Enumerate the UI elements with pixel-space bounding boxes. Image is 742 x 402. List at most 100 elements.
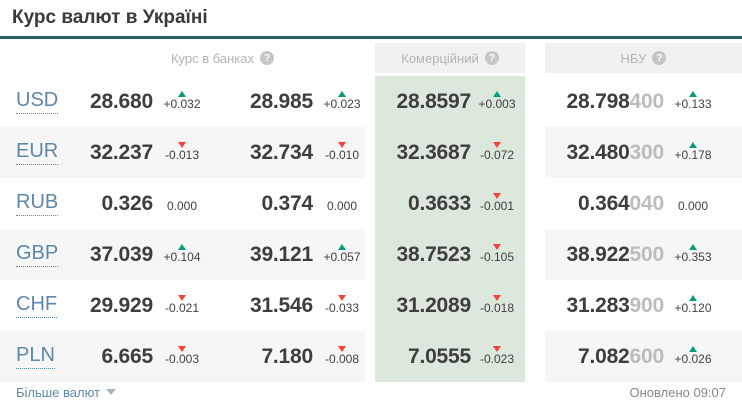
bank-buy-value: 29.929 [89,293,153,317]
bank-buy-delta-value: +0.032 [163,97,201,112]
bank-buy-cell: 0.326 0.000 [70,178,205,229]
nbu-delta-value: +0.026 [674,352,712,367]
commercial-delta: -0.001 [477,193,517,213]
nbu-value: 32.480300 [557,140,665,165]
bank-buy-cell: 37.039 +0.104 [70,229,205,280]
trend-arrow-icon [338,346,346,353]
nbu-delta-value: +0.178 [674,148,712,163]
table-row: EUR 32.237 -0.013 32.734 -0.010 32.3687 [0,127,742,178]
nbu-value-minor: 300 [629,140,665,164]
trend-arrow-icon [178,346,186,353]
header-banks-label: Курс в банках [170,50,255,66]
trend-arrow-icon [689,142,697,149]
bank-sell-cell: 31.546 -0.033 [205,280,365,331]
header-spacer [0,43,80,73]
title-divider [0,36,742,39]
bank-sell-delta: -0.033 [319,295,365,315]
nbu-value-minor: 900 [629,293,665,317]
trend-arrow-icon [689,91,697,98]
currency-link[interactable]: PLN [16,344,55,369]
bank-sell-delta-value: -0.008 [324,352,360,367]
commercial-cell: 38.7523 -0.105 [375,229,525,280]
table-row: USD 28.680 +0.032 28.985 +0.023 28.8597 [0,76,742,127]
bank-sell-value: 28.985 [249,89,313,113]
bank-buy-value: 28.680 [89,89,153,113]
nbu-delta-value: +0.120 [674,301,712,316]
help-icon[interactable]: ? [484,51,499,65]
bank-buy-delta-value: -0.003 [164,352,200,367]
trend-arrow-icon [178,244,186,251]
nbu-delta: +0.353 [670,244,716,264]
nbu-value-major: 28.798 [566,89,630,113]
currency-cell: USD [0,76,70,127]
footer: Більше валют Оновлено 09:07 [0,382,742,402]
nbu-value: 0.364040 [557,192,664,216]
nbu-value: 7.082600 [557,345,664,369]
bank-sell-delta: +0.023 [319,91,365,111]
bank-sell-delta: -0.010 [319,142,365,162]
commercial-value: 7.0555 [407,344,471,368]
nbu-delta: +0.120 [670,295,716,315]
bank-buy-value: 0.326 [101,191,153,215]
nbu-value-minor: 040 [629,191,665,215]
currency-link[interactable]: GBP [16,242,59,267]
trend-arrow-icon [493,244,501,251]
bank-buy-delta: +0.104 [159,244,205,264]
trend-arrow-icon [493,193,501,200]
nbu-delta-value: 0.000 [677,199,709,214]
nbu-value-major: 31.283 [566,293,630,317]
nbu-value: 38.922500 [557,242,665,267]
table-row: PLN 6.665 -0.003 7.180 -0.008 7.0555 [0,331,742,382]
header-nbu: НБУ ? [545,43,742,73]
commercial-delta-value: +0.003 [478,97,516,112]
trend-arrow-icon [338,295,346,302]
bank-sell-cell: 0.374 0.000 [205,178,365,229]
trend-arrow-icon [689,295,697,302]
help-icon[interactable]: ? [260,51,275,65]
header-banks: Курс в банках ? [80,43,365,73]
bank-sell-cell: 39.121 +0.057 [205,229,365,280]
trend-arrow-icon [493,295,501,302]
bank-buy-cell: 29.929 -0.021 [70,280,205,331]
currency-link[interactable]: RUB [16,191,59,216]
currency-cell: RUB [0,178,70,229]
bank-sell-delta-value: -0.010 [324,148,360,163]
trend-arrow-icon [178,295,186,302]
nbu-value: 28.798400 [557,89,665,114]
bank-sell-value: 39.121 [249,242,313,266]
bank-sell-value: 31.546 [249,293,313,317]
more-currencies-label: Більше валют [16,384,101,400]
more-currencies-link[interactable]: Більше валют [16,384,117,400]
trend-arrow-icon [493,91,501,98]
nbu-value-major: 38.922 [566,242,630,266]
bank-buy-cell: 32.237 -0.013 [70,127,205,178]
help-icon[interactable]: ? [652,51,667,65]
bank-sell-delta-value: -0.033 [324,301,360,316]
bank-sell-value: 32.734 [249,140,313,164]
header-commercial-label: Комерційний [401,50,479,66]
currency-link[interactable]: EUR [16,140,59,165]
nbu-value-minor: 400 [629,89,665,113]
currency-link[interactable]: USD [16,89,59,114]
page-title: Курс валют в Україні [12,7,208,28]
commercial-delta-value: -0.018 [479,301,515,316]
bank-sell-value: 7.180 [261,344,313,368]
chevron-down-icon [106,389,117,395]
bank-buy-delta: -0.021 [159,295,205,315]
table-row: RUB 0.326 0.000 0.374 0.000 0.3633 [0,178,742,229]
currency-link[interactable]: CHF [16,293,58,318]
nbu-cell: 7.082600 +0.026 [545,331,742,382]
commercial-delta: -0.023 [477,346,517,366]
commercial-cell: 28.8597 +0.003 [375,76,525,127]
bank-buy-delta-value: -0.021 [164,301,200,316]
table-row: CHF 29.929 -0.021 31.546 -0.033 31.2089 [0,280,742,331]
nbu-value-minor: 500 [629,242,665,266]
bank-sell-delta-value: +0.057 [323,250,361,265]
nbu-delta-value: +0.133 [674,97,712,112]
bank-sell-delta-value: +0.023 [323,97,361,112]
bank-sell-cell: 28.985 +0.023 [205,76,365,127]
nbu-delta-value: +0.353 [674,250,712,265]
bank-buy-delta: -0.003 [159,346,205,366]
currency-cell: CHF [0,280,70,331]
